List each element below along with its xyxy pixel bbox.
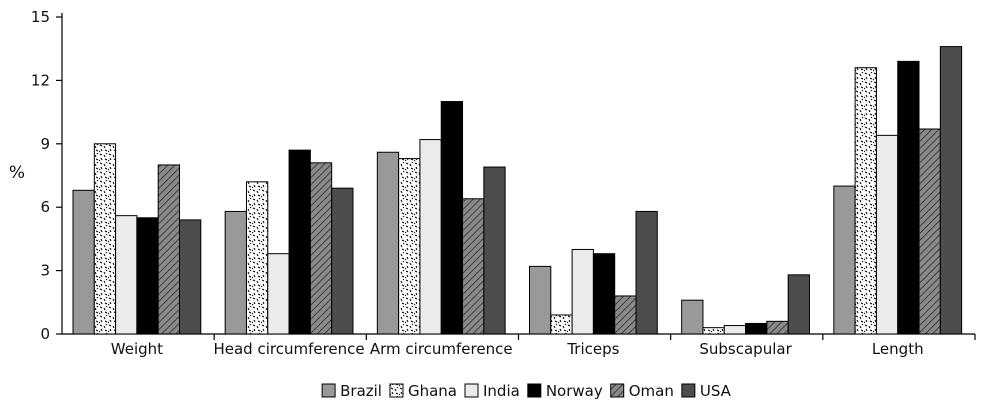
legend-swatch xyxy=(389,383,404,398)
legend: Brazil Ghana India Norway Oman USA xyxy=(321,382,732,400)
bar-norway-subscapular xyxy=(745,322,768,335)
legend-label: Ghana xyxy=(408,382,457,400)
bar-usa-triceps xyxy=(635,210,658,335)
x-category-label: Head circumference xyxy=(213,340,364,358)
y-tick-label: 0 xyxy=(40,325,50,343)
y-tick-label: 9 xyxy=(40,135,50,153)
y-tick-label: 12 xyxy=(31,71,50,89)
bar-oman-triceps xyxy=(614,295,637,335)
bar-norway-triceps xyxy=(592,253,616,335)
x-category-label: Arm circumference xyxy=(370,340,513,358)
legend-item-india: India xyxy=(464,382,520,400)
axes xyxy=(56,13,976,340)
bar-india-length xyxy=(875,134,899,335)
legend-swatch xyxy=(527,383,542,398)
bar-usa-head-circumference xyxy=(331,187,354,335)
x-category-label: Weight xyxy=(111,340,163,358)
bar-norway-weight xyxy=(136,217,159,335)
bar-brazil-head-circumference xyxy=(224,210,247,335)
bar-usa-weight xyxy=(179,219,202,335)
bar-oman-weight xyxy=(157,164,180,335)
y-axis-label: % xyxy=(9,163,25,183)
legend-swatch xyxy=(321,383,336,398)
legend-item-usa: USA xyxy=(681,382,732,400)
bar-oman-arm-circumference xyxy=(462,198,485,335)
legend-item-oman: Oman xyxy=(610,382,674,400)
bar-india-triceps xyxy=(571,248,594,335)
y-tick-label: 3 xyxy=(40,262,50,280)
legend-swatch xyxy=(610,383,625,398)
bar-brazil-arm-circumference xyxy=(376,151,400,335)
bar-usa-length xyxy=(939,46,963,335)
bar-brazil-triceps xyxy=(529,265,552,335)
bar-oman-length xyxy=(918,128,941,335)
bar-india-weight xyxy=(115,215,138,335)
bar-norway-head-circumference xyxy=(288,149,311,335)
axis-labels: 0 3 6 9 12 15% Weight Head circumference Arm cir… xyxy=(9,8,924,358)
bar-brazil-weight xyxy=(72,189,95,335)
legend-label: USA xyxy=(700,382,732,400)
y-tick-label: 15 xyxy=(31,8,50,26)
bar-ghana-subscapular xyxy=(702,327,725,335)
legend-swatch xyxy=(464,383,479,398)
bars xyxy=(72,46,963,335)
y-tick-label: 6 xyxy=(40,198,50,216)
legend-item-brazil: Brazil xyxy=(321,382,382,400)
bar-ghana-triceps xyxy=(550,314,573,335)
x-category-label: Length xyxy=(872,340,924,358)
bar-usa-subscapular xyxy=(787,274,810,335)
bar-india-head-circumference xyxy=(267,253,290,335)
bar-ghana-length xyxy=(854,67,877,335)
bar-brazil-length xyxy=(833,185,856,335)
bar-oman-subscapular xyxy=(766,320,789,335)
bar-oman-head-circumference xyxy=(309,162,333,335)
bar-brazil-subscapular xyxy=(681,299,704,335)
legend-label: Brazil xyxy=(340,382,382,400)
bar-ghana-head-circumference xyxy=(245,181,269,335)
x-category-label: Triceps xyxy=(566,340,619,358)
bar-ghana-weight xyxy=(93,143,117,335)
legend-item-ghana: Ghana xyxy=(389,382,457,400)
legend-label: Norway xyxy=(546,382,603,400)
legend-swatch xyxy=(681,383,696,398)
bar-india-arm-circumference xyxy=(419,139,442,335)
bar-ghana-arm-circumference xyxy=(398,158,421,335)
legend-label: India xyxy=(483,382,520,400)
bar-norway-arm-circumference xyxy=(440,101,464,335)
bar-usa-arm-circumference xyxy=(483,166,506,335)
legend-label: Oman xyxy=(629,382,674,400)
x-category-label: Subscapular xyxy=(699,340,792,358)
bar-india-subscapular xyxy=(723,325,747,335)
bar-norway-length xyxy=(897,60,920,335)
legend-item-norway: Norway xyxy=(527,382,603,400)
